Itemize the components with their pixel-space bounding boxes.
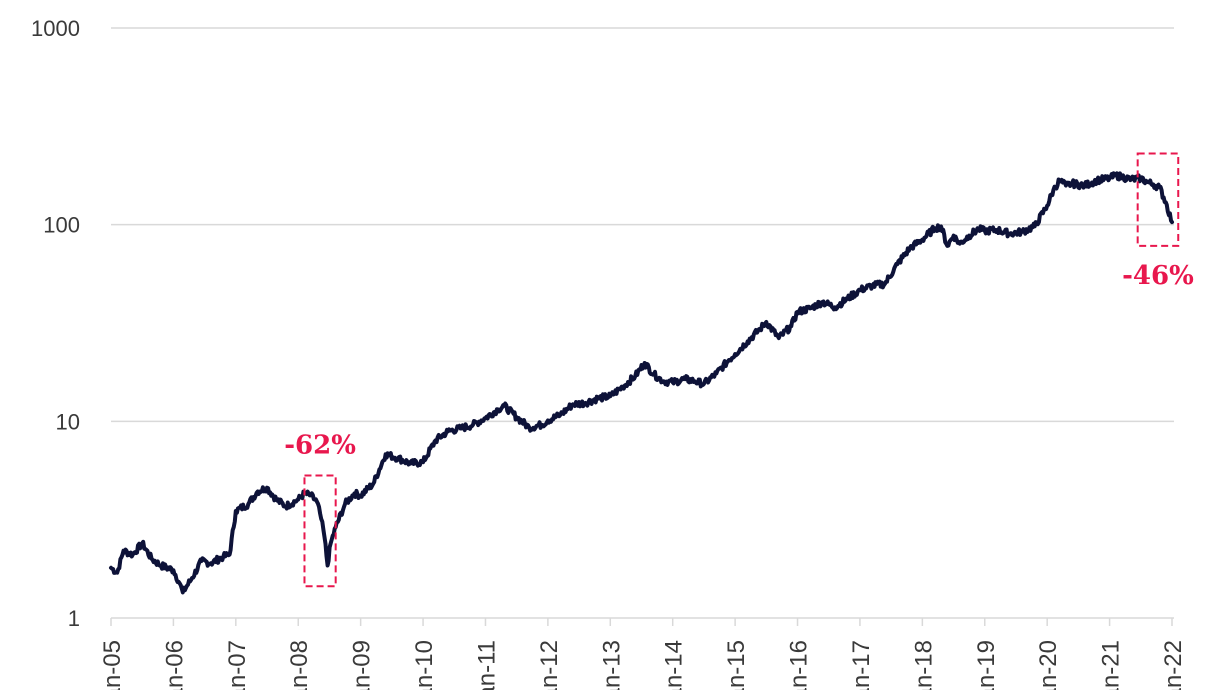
y-tick-label: 1000: [31, 16, 80, 41]
annotations: -62% -46%: [284, 152, 1194, 588]
gridlines: [110, 27, 1174, 626]
x-tick-label: Jan-17: [848, 640, 875, 690]
x-tick-label: Jan-12: [536, 640, 563, 690]
x-tick-label: Jan-08: [286, 640, 313, 690]
series-layer: [109, 171, 1174, 595]
y-tick-label: 1: [68, 606, 80, 631]
x-tick-label: Jan-16: [786, 640, 813, 690]
y-axis-tick-labels: 1 10 100 1000: [31, 16, 80, 631]
x-axis-tick-labels: Jan-05 Jan-06 Jan-07 Jan-08 Jan-09 Jan-10 Jan-…: [99, 640, 1187, 690]
x-tick-label: Jan-21: [1098, 640, 1125, 690]
x-tick-label: Jan-19: [973, 640, 1000, 690]
x-tick-label: Jan-11: [473, 640, 500, 690]
y-tick-label: 10: [56, 409, 80, 434]
x-tick-label: Jan-09: [349, 640, 376, 690]
x-tick-label: Jan-10: [411, 640, 438, 690]
drawdown-highlight-box: [303, 474, 337, 588]
drawdown-label: -46%: [1122, 261, 1194, 291]
x-tick-label: Jan-18: [910, 640, 937, 690]
x-tick-label: Jan-13: [598, 640, 625, 690]
drawdown-label: -62%: [284, 431, 356, 461]
x-tick-label: Jan-07: [224, 640, 251, 690]
x-tick-label: Jan-22: [1160, 640, 1187, 690]
x-tick-label: Jan-20: [1035, 640, 1062, 690]
y-tick-label: 100: [43, 213, 80, 238]
x-tick-label: Jan-06: [161, 640, 188, 690]
x-tick-label: Jan-05: [99, 640, 126, 690]
series-line-0: [109, 171, 1174, 595]
x-tick-label: Jan-15: [723, 640, 750, 690]
x-tick-label: Jan-14: [661, 640, 688, 690]
drawdown-highlight-box: [1136, 152, 1180, 247]
